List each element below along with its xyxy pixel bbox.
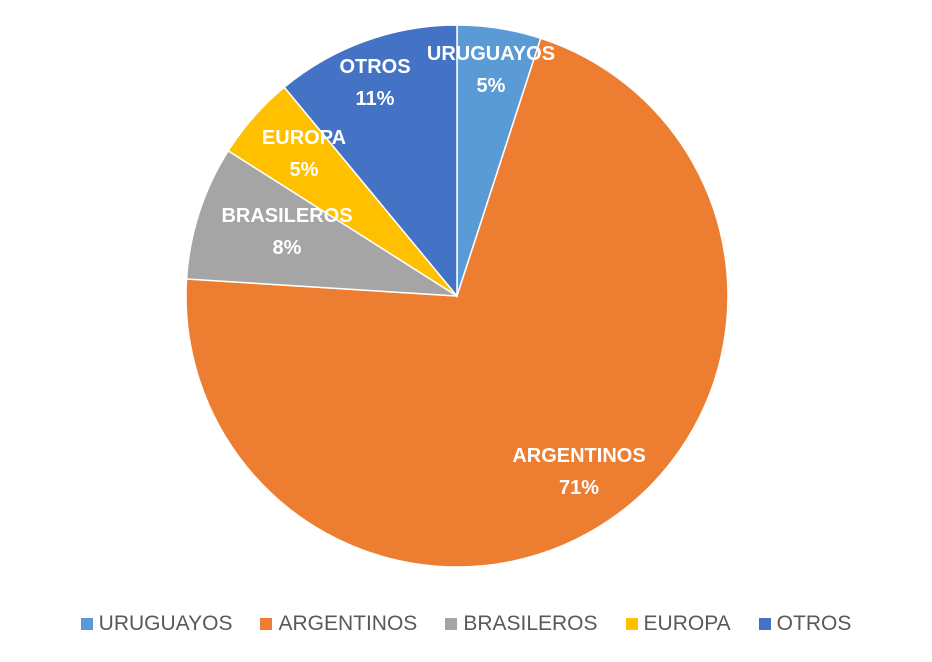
legend-item-brasileros: BRASILEROS (445, 612, 598, 636)
legend-item-otros: OTROS (758, 612, 852, 636)
legend: URUGUAYOS ARGENTINOS BRASILEROS EUROPA OTROS (0, 604, 932, 644)
legend-label: URUGUAYOS (98, 612, 233, 635)
slice-percent-brasileros: 8% (273, 237, 302, 259)
legend-swatch (445, 618, 458, 630)
slice-percent-uruguayos: 5% (477, 75, 506, 97)
legend-item-uruguayos: URUGUAYOS (80, 612, 233, 636)
slice-label-argentinos: ARGENTINOS (512, 445, 645, 467)
pie-slice-otros (283, 24, 458, 299)
legend-item-europa: EUROPA (625, 612, 731, 636)
pie-slice-argentinos (185, 37, 729, 568)
slice-percent-argentinos: 71% (559, 477, 599, 499)
slice-label-europa: EUROPA (262, 127, 346, 149)
legend-label: OTROS (776, 612, 852, 635)
legend-label: EUROPA (643, 612, 731, 635)
slice-label-uruguayos: URUGUAYOS (427, 43, 555, 65)
legend-item-argentinos: ARGENTINOS (260, 612, 417, 636)
slice-label-brasileros: BRASILEROS (221, 205, 352, 227)
pie-chart: URUGUAYOS 5% ARGENTINOS 71% BRASILEROS 8% EURO… (185, 24, 729, 568)
legend-swatch (625, 618, 638, 630)
legend-label: BRASILEROS (463, 612, 598, 635)
legend-swatch (758, 618, 771, 630)
legend-swatch (80, 618, 93, 630)
legend-label: ARGENTINOS (278, 612, 418, 635)
slice-label-otros: OTROS (339, 56, 410, 78)
legend-swatch (260, 618, 273, 630)
pie-slice-brasileros (185, 149, 458, 297)
slice-percent-otros: 11% (356, 88, 395, 110)
slice-percent-europa: 5% (290, 159, 319, 181)
